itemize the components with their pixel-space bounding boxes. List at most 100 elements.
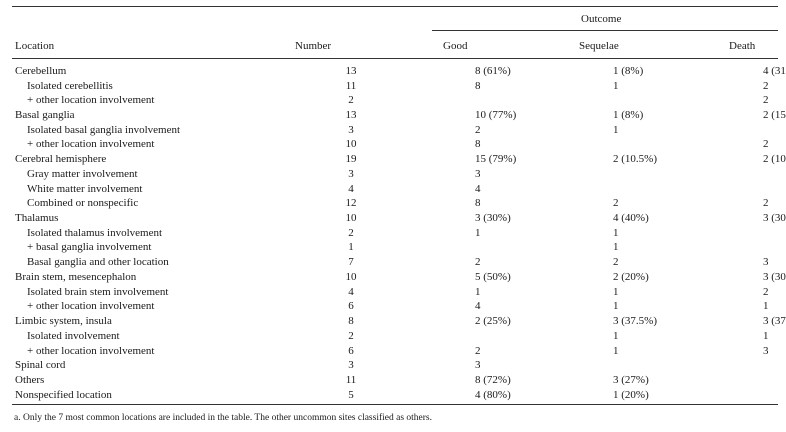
sequelae-cell: 2 (10.5%) bbox=[613, 153, 657, 166]
sequelae-cell: 4 (40%) bbox=[613, 212, 649, 225]
location-cell: Isolated thalamus involvement bbox=[27, 226, 163, 239]
sequelae-cell: 1 bbox=[613, 329, 619, 342]
number-cell: 2 bbox=[348, 226, 354, 239]
sequelae-cell: 1 (8%) bbox=[613, 109, 644, 122]
number-cell: 8 bbox=[348, 315, 354, 328]
good-cell: 1 bbox=[475, 226, 481, 239]
good-cell: 15 (79%) bbox=[475, 153, 517, 166]
table-row: Gray matter involvement 3 3 bbox=[12, 167, 778, 182]
good-cell: 2 bbox=[475, 344, 481, 357]
location-cell: + basal ganglia involvement bbox=[27, 241, 152, 254]
table-row: + other location involvement 10 8 2 bbox=[12, 138, 778, 153]
death-cell: 2 (10.5%) bbox=[763, 153, 786, 166]
table-row: White matter involvement 4 4 bbox=[12, 182, 778, 197]
number-cell: 10 bbox=[345, 138, 357, 151]
location-cell: Nonspecified location bbox=[15, 388, 112, 401]
number-cell: 5 bbox=[348, 388, 354, 401]
table-row: Isolated brain stem involvement 4 1 1 2 bbox=[12, 285, 778, 300]
location-cell: Isolated cerebellitis bbox=[27, 79, 113, 92]
good-cell: 4 (80%) bbox=[475, 388, 511, 401]
location-cell: Isolated brain stem involvement bbox=[27, 285, 169, 298]
good-cell: 2 (25%) bbox=[475, 315, 511, 328]
number-cell: 2 bbox=[348, 329, 354, 342]
sequelae-cell: 3 (27%) bbox=[613, 373, 649, 386]
death-header: Death bbox=[729, 40, 756, 52]
number-cell: 4 bbox=[348, 182, 354, 195]
number-cell: 13 bbox=[345, 64, 357, 77]
table-row: Spinal cord 3 3 bbox=[12, 358, 778, 373]
footnote: a. Only the 7 most common locations are … bbox=[14, 413, 432, 423]
good-cell: 5 (50%) bbox=[475, 270, 511, 283]
good-cell: 3 bbox=[475, 359, 481, 372]
location-header: Location bbox=[15, 40, 55, 52]
death-cell: 3 bbox=[763, 344, 769, 357]
number-cell: 3 bbox=[348, 123, 354, 136]
sequelae-cell bbox=[613, 167, 763, 182]
sequelae-cell bbox=[613, 358, 763, 373]
number-cell: 6 bbox=[348, 300, 354, 313]
sequelae-cell: 2 (20%) bbox=[613, 270, 649, 283]
location-cell: Thalamus bbox=[15, 212, 59, 225]
location-cell: Isolated basal ganglia involvement bbox=[27, 123, 181, 136]
sequelae-cell bbox=[613, 182, 763, 197]
death-cell bbox=[763, 358, 778, 373]
sequelae-cell: 3 (37.5%) bbox=[613, 315, 657, 328]
good-cell: 8 bbox=[475, 197, 481, 210]
death-cell: 2 bbox=[763, 138, 769, 151]
death-cell: 2 bbox=[763, 197, 769, 210]
table-row: Limbic system, insula 8 2 (25%) 3 (37.5%) 3 … bbox=[12, 314, 786, 329]
death-cell: 3 bbox=[763, 256, 769, 269]
sequelae-cell bbox=[613, 138, 763, 153]
table-row: Cerebellum 13 8 (61%) 1 (8%) 4 (31%) bbox=[12, 64, 786, 79]
table-row: Brain stem, mesencephalon 10 5 (50%) 2 (20%… bbox=[12, 270, 786, 285]
location-cell: Cerebral hemisphere bbox=[15, 153, 107, 166]
death-cell: 1 bbox=[763, 329, 769, 342]
number-cell: 4 bbox=[348, 285, 354, 298]
table-row: Isolated basal ganglia involvement 3 2 1 bbox=[12, 123, 778, 138]
death-cell: 2 bbox=[763, 285, 769, 298]
outcome-rule bbox=[432, 30, 778, 31]
good-cell bbox=[395, 329, 613, 344]
sequelae-cell: 2 bbox=[613, 197, 619, 210]
number-cell: 10 bbox=[345, 270, 357, 283]
death-cell bbox=[763, 241, 778, 256]
number-cell: 13 bbox=[345, 109, 357, 122]
location-cell: White matter involvement bbox=[27, 182, 143, 195]
good-header: Good bbox=[443, 40, 468, 52]
location-cell: Basal ganglia bbox=[15, 109, 75, 122]
death-cell: 4 (31%) bbox=[763, 64, 786, 77]
death-cell bbox=[763, 226, 778, 241]
table-row: Basal ganglia and other location 7 2 2 3 bbox=[12, 255, 778, 270]
good-cell: 2 bbox=[475, 256, 481, 269]
location-cell: + other location involvement bbox=[27, 138, 155, 151]
sequelae-header: Sequelae bbox=[579, 40, 619, 52]
table-row: Isolated thalamus involvement 2 1 1 bbox=[12, 226, 778, 241]
table-row: + other location involvement 6 4 1 1 bbox=[12, 300, 778, 315]
sequelae-cell: 1 bbox=[613, 285, 619, 298]
good-cell: 3 bbox=[475, 167, 481, 180]
location-cell: Limbic system, insula bbox=[15, 315, 112, 328]
number-cell: 11 bbox=[345, 79, 357, 92]
good-cell: 2 bbox=[475, 123, 481, 136]
good-cell bbox=[395, 93, 613, 108]
death-cell bbox=[763, 182, 778, 197]
location-cell: Others bbox=[15, 373, 45, 386]
location-cell: Gray matter involvement bbox=[27, 167, 138, 180]
death-cell: 2 (15%) bbox=[763, 109, 786, 122]
location-cell: Brain stem, mesencephalon bbox=[15, 270, 137, 283]
table-row: Nonspecified location 5 4 (80%) 1 (20%) bbox=[12, 388, 778, 403]
table-row: Isolated cerebellitis 11 8 1 2 bbox=[12, 79, 778, 94]
number-cell: 12 bbox=[345, 197, 357, 210]
good-cell: 8 bbox=[475, 79, 481, 92]
header-rule bbox=[12, 58, 778, 59]
number-cell: 3 bbox=[348, 167, 354, 180]
sequelae-cell: 1 (20%) bbox=[613, 388, 649, 401]
death-cell: 3 (30%) bbox=[763, 212, 786, 225]
number-cell: 7 bbox=[348, 256, 354, 269]
location-cell: Combined or nonspecific bbox=[27, 197, 139, 210]
good-cell: 1 bbox=[475, 285, 481, 298]
good-cell: 8 (72%) bbox=[475, 373, 511, 386]
number-cell: 19 bbox=[345, 153, 357, 166]
location-cell: Spinal cord bbox=[15, 359, 66, 372]
